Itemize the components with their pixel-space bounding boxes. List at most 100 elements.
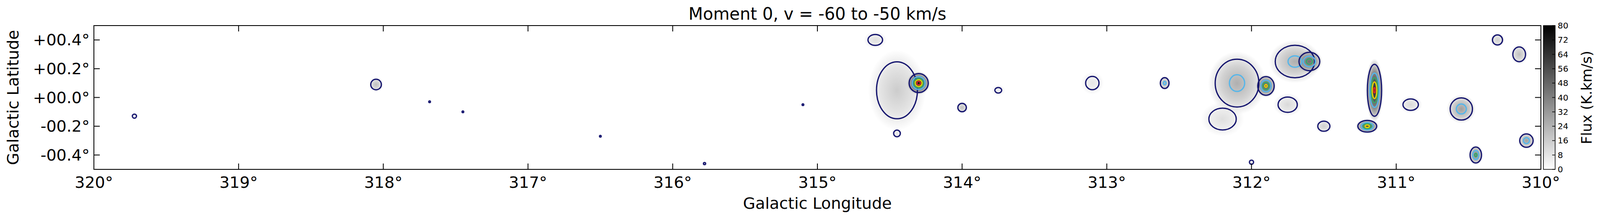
colorbar-tick bbox=[1552, 140, 1556, 142]
emission-source bbox=[368, 77, 384, 92]
colorbar-tick-label: 40 bbox=[1557, 92, 1569, 103]
contour bbox=[1278, 96, 1298, 112]
contour bbox=[1470, 147, 1482, 164]
colorbar-title: Flux (K.km/s) bbox=[1578, 50, 1595, 145]
contour bbox=[1367, 64, 1382, 117]
contour bbox=[461, 111, 464, 113]
contour bbox=[909, 73, 929, 93]
emission-source bbox=[800, 102, 805, 107]
contour bbox=[994, 87, 1002, 94]
contour bbox=[913, 78, 924, 89]
x-tick bbox=[1106, 163, 1108, 170]
x-tick-label: 319° bbox=[219, 173, 258, 192]
emission-source bbox=[1273, 93, 1302, 117]
emission-source bbox=[956, 101, 968, 114]
x-tick-label: 314° bbox=[942, 173, 982, 192]
x-tick-label: 312° bbox=[1232, 173, 1271, 192]
emission-source bbox=[907, 71, 931, 95]
x-tick-label: 311° bbox=[1376, 173, 1416, 192]
colorbar-tick-label: 64 bbox=[1557, 49, 1569, 60]
y-tick-label: +00.4° bbox=[33, 30, 90, 50]
contour bbox=[703, 162, 706, 165]
colorbar-tick bbox=[1552, 168, 1556, 170]
x-tick-label: 313° bbox=[1087, 173, 1127, 192]
y-tick bbox=[1535, 68, 1541, 70]
emission-source bbox=[1365, 58, 1383, 122]
x-tick bbox=[527, 163, 529, 170]
emission-source bbox=[1447, 94, 1476, 124]
contour bbox=[1163, 81, 1167, 85]
x-tick bbox=[961, 163, 963, 170]
contour bbox=[801, 103, 804, 106]
contour bbox=[1372, 81, 1377, 99]
colorbar-tick-label: 72 bbox=[1557, 34, 1569, 45]
emission-source bbox=[460, 109, 465, 115]
contour bbox=[868, 34, 883, 46]
contour bbox=[1363, 123, 1372, 129]
colorbar bbox=[1543, 25, 1556, 170]
emission-source bbox=[1490, 32, 1505, 47]
emission-source bbox=[1510, 44, 1528, 65]
contour bbox=[1229, 74, 1245, 92]
colorbar-tick bbox=[1552, 68, 1556, 70]
x-tick-label: 310° bbox=[1521, 173, 1561, 192]
emission-source bbox=[1399, 95, 1423, 114]
contour bbox=[1373, 87, 1376, 93]
x-tick-label: 316° bbox=[653, 173, 693, 192]
contour bbox=[1085, 76, 1100, 90]
emission-source bbox=[1080, 71, 1104, 95]
emission-source bbox=[1314, 119, 1333, 134]
contour bbox=[1299, 52, 1320, 71]
contour bbox=[1472, 150, 1479, 160]
emission-source bbox=[1296, 49, 1323, 73]
emission-source bbox=[598, 134, 602, 138]
emission-source bbox=[1468, 145, 1484, 166]
colorbar-tick bbox=[1552, 82, 1556, 84]
x-tick bbox=[93, 25, 95, 32]
contour bbox=[876, 61, 918, 119]
contour bbox=[1450, 98, 1473, 121]
contour bbox=[1361, 122, 1374, 130]
emission-source bbox=[891, 127, 903, 140]
emission-source bbox=[1268, 39, 1321, 83]
plot-frame bbox=[93, 25, 1541, 170]
contour bbox=[1264, 84, 1268, 88]
contour bbox=[1208, 108, 1237, 130]
x-tick bbox=[672, 163, 674, 170]
contour bbox=[1456, 103, 1467, 115]
contour bbox=[1306, 58, 1313, 65]
emission-source bbox=[1159, 75, 1171, 91]
colorbar-tick bbox=[1552, 54, 1556, 55]
colorbar-tick-label: 0 bbox=[1557, 164, 1564, 175]
contour bbox=[1260, 80, 1271, 92]
contour bbox=[428, 101, 431, 103]
colorbar-tick-label: 24 bbox=[1557, 121, 1569, 132]
y-tick bbox=[1535, 154, 1541, 156]
contour bbox=[957, 103, 967, 112]
y-tick bbox=[1535, 39, 1541, 41]
contour bbox=[370, 79, 382, 90]
contour bbox=[1512, 46, 1526, 62]
x-tick bbox=[238, 163, 239, 170]
colorbar-tick-label: 16 bbox=[1557, 135, 1569, 146]
x-tick-label: 320° bbox=[74, 173, 114, 192]
y-tick bbox=[93, 68, 100, 70]
contour bbox=[1262, 82, 1270, 90]
colorbar-tick bbox=[1552, 125, 1556, 127]
colorbar-tick bbox=[1552, 39, 1556, 41]
y-tick bbox=[93, 39, 100, 41]
colorbar-tick-label: 56 bbox=[1557, 63, 1569, 74]
colorbar-tick bbox=[1552, 154, 1556, 156]
y-tick bbox=[93, 97, 100, 99]
colorbar-tick-label: 8 bbox=[1557, 150, 1564, 161]
emission-source bbox=[427, 99, 432, 104]
contour bbox=[1369, 72, 1380, 108]
x-tick bbox=[1395, 163, 1397, 170]
contour bbox=[132, 114, 137, 119]
y-tick bbox=[93, 125, 100, 127]
x-tick-label: 318° bbox=[364, 173, 403, 192]
x-tick bbox=[1251, 25, 1253, 32]
x-tick-label: 315° bbox=[798, 173, 837, 192]
contour bbox=[599, 135, 602, 138]
y-tick bbox=[1535, 97, 1541, 99]
